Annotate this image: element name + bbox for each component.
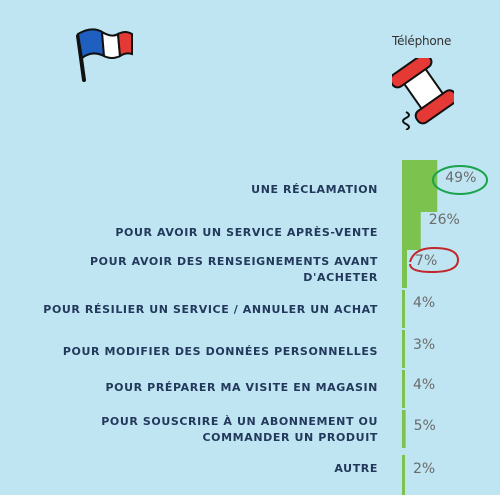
bar (402, 250, 408, 288)
value-label: 5% (413, 418, 436, 434)
value-label: 4% (413, 377, 436, 393)
bar (402, 455, 405, 495)
value-label: 4% (413, 295, 436, 311)
category-label: POUR MODIFIER DES DONNÉES PERSONNELLES (62, 345, 378, 358)
category-label: POUR AVOIR DES RENSEIGNEMENTS AVANT D'AC… (89, 255, 378, 284)
category-label: POUR AVOIR UN SERVICE APRÈS-VENTE (115, 226, 378, 239)
value-label: 3% (413, 337, 436, 353)
channel-label: Téléphone (392, 34, 452, 48)
value-label: 7% (415, 253, 438, 269)
category-label: POUR PRÉPARER MA VISITE EN MAGASIN (105, 381, 378, 394)
value-label: 49% (445, 170, 477, 186)
category-label: POUR SOUSCRIRE À UN ABONNEMENT OU COMMAN… (101, 415, 378, 444)
category-label: POUR RÉSILIER UN SERVICE / ANNULER UN AC… (43, 303, 378, 316)
value-label: 2% (413, 461, 436, 477)
value-label: 26% (428, 212, 460, 228)
bar (402, 370, 405, 408)
bar (402, 212, 421, 250)
bar (402, 410, 406, 448)
french-flag-icon (76, 28, 133, 82)
telephone-icon (392, 58, 454, 130)
bar (402, 290, 405, 328)
category-label: AUTRE (334, 462, 378, 475)
bar (402, 330, 405, 368)
bar (402, 160, 438, 212)
category-label: UNE RÉCLAMATION (251, 183, 378, 196)
